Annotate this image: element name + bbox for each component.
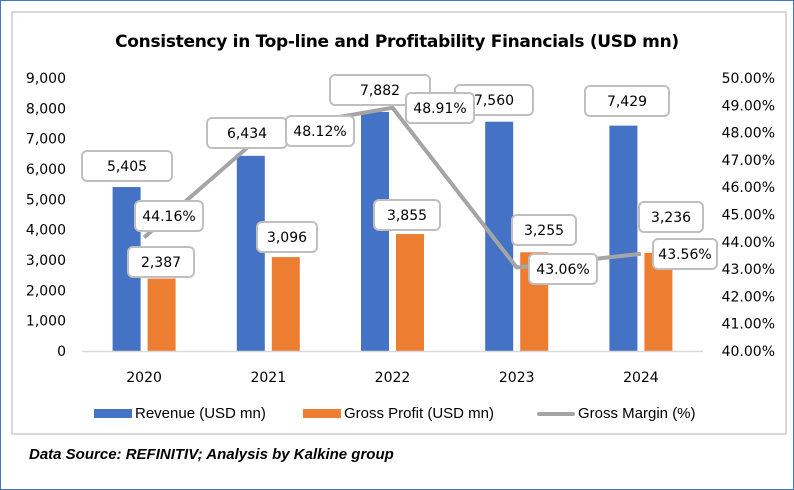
right-axis-tick-label: 42.00% [722, 289, 775, 305]
gross-margin-data-label-box [134, 200, 204, 232]
left-axis-tick-label: 9,000 [26, 71, 66, 87]
right-axis-tick-label: 46.00% [722, 180, 775, 196]
gross-margin-data-label: 43.56% [658, 247, 711, 263]
left-axis-tick-label: 3,000 [26, 253, 66, 269]
legend-swatch-gross-margin [537, 411, 575, 416]
x-axis-tick-label: 2023 [499, 370, 535, 386]
revenue-bar [236, 155, 265, 351]
left-axis-tick-label: 4,000 [26, 223, 66, 239]
x-axis-tick-label: 2020 [126, 370, 162, 386]
legend-item-revenue: Revenue (USD mn) [94, 405, 266, 422]
left-axis-tick-label: 5,000 [26, 192, 66, 208]
gross-profit-bar [271, 257, 300, 351]
legend-label-revenue: Revenue (USD mn) [135, 405, 266, 422]
legend-swatch-gross-profit [303, 409, 341, 418]
revenue-data-label: 6,434 [227, 126, 267, 142]
gross-profit-bar [147, 278, 176, 351]
left-axis-tick-label: 7,000 [26, 132, 66, 148]
revenue-data-label-box [329, 74, 431, 106]
gross-margin-data-label: 48.91% [413, 101, 466, 117]
right-axis-tick-label: 48.00% [722, 126, 775, 142]
revenue-data-label: 7,882 [360, 83, 400, 99]
left-axis-tick-label: 6,000 [26, 162, 66, 178]
revenue-bar [485, 121, 514, 352]
revenue-bar [361, 111, 389, 352]
gross-margin-data-label-box [652, 238, 718, 270]
gross-margin-data-label: 44.16% [142, 209, 195, 225]
legend-item-gross-margin: Gross Margin (%) [537, 405, 696, 422]
gross-margin-data-label: 48.12% [293, 124, 346, 140]
gross-margin-data-label-box [285, 115, 355, 147]
right-axis-tick-label: 40.00% [722, 344, 775, 360]
right-axis-tick-label: 47.00% [722, 153, 775, 169]
gross-profit-data-label: 2,387 [141, 255, 181, 271]
right-axis-tick-label: 50.00% [722, 71, 775, 87]
right-axis-tick-label: 43.00% [722, 262, 775, 278]
gross-profit-data-label-box [256, 221, 318, 253]
revenue-data-label-box [584, 85, 670, 117]
right-axis-tick-label: 45.00% [722, 208, 775, 224]
gross-margin-data-label-box [528, 253, 598, 285]
left-axis-tick-label: 0 [57, 344, 66, 360]
revenue-data-label: 5,405 [107, 159, 147, 175]
right-axis-tick-label: 49.00% [722, 98, 775, 114]
gross-margin-data-label-box [405, 92, 475, 124]
x-axis-tick-label: 2021 [250, 370, 286, 386]
revenue-data-label: 7,560 [474, 93, 514, 109]
data-source-note: Data Source: REFINITIV; Analysis by Kalk… [29, 446, 394, 463]
revenue-bar [609, 125, 638, 352]
chart-title: Consistency in Top-line and Profitabilit… [115, 32, 679, 52]
left-axis-tick-label: 2,000 [26, 283, 66, 299]
gross-profit-data-label: 3,236 [651, 210, 691, 226]
legend: Revenue (USD mn) Gross Profit (USD mn) G… [0, 405, 794, 425]
x-axis-tick-label: 2022 [375, 370, 411, 386]
x-axis-tick-label: 2024 [623, 370, 659, 386]
left-axis-tick-label: 1,000 [26, 314, 66, 330]
gross-profit-data-label: 3,255 [524, 223, 564, 239]
left-axis-tick-label: 8,000 [26, 101, 66, 117]
legend-label-gross-margin: Gross Margin (%) [578, 405, 696, 422]
gross-profit-data-label-box [511, 214, 577, 246]
gross-profit-data-label-box [373, 199, 441, 231]
right-axis-tick-label: 44.00% [722, 235, 775, 251]
gross-profit-data-label-box [638, 201, 704, 233]
revenue-data-label: 7,429 [607, 94, 647, 110]
legend-label-gross-profit: Gross Profit (USD mn) [344, 405, 495, 422]
gross-margin-data-label: 43.06% [536, 262, 589, 278]
gross-profit-data-label: 3,096 [267, 230, 307, 246]
legend-item-gross-profit: Gross Profit (USD mn) [303, 405, 494, 422]
gross-profit-bar [396, 234, 424, 351]
legend-swatch-revenue [94, 409, 132, 418]
right-axis-tick-label: 41.00% [722, 317, 775, 333]
revenue-data-label-box [81, 150, 173, 182]
gross-profit-data-label: 3,855 [387, 208, 427, 224]
gross-profit-data-label-box [127, 246, 195, 278]
